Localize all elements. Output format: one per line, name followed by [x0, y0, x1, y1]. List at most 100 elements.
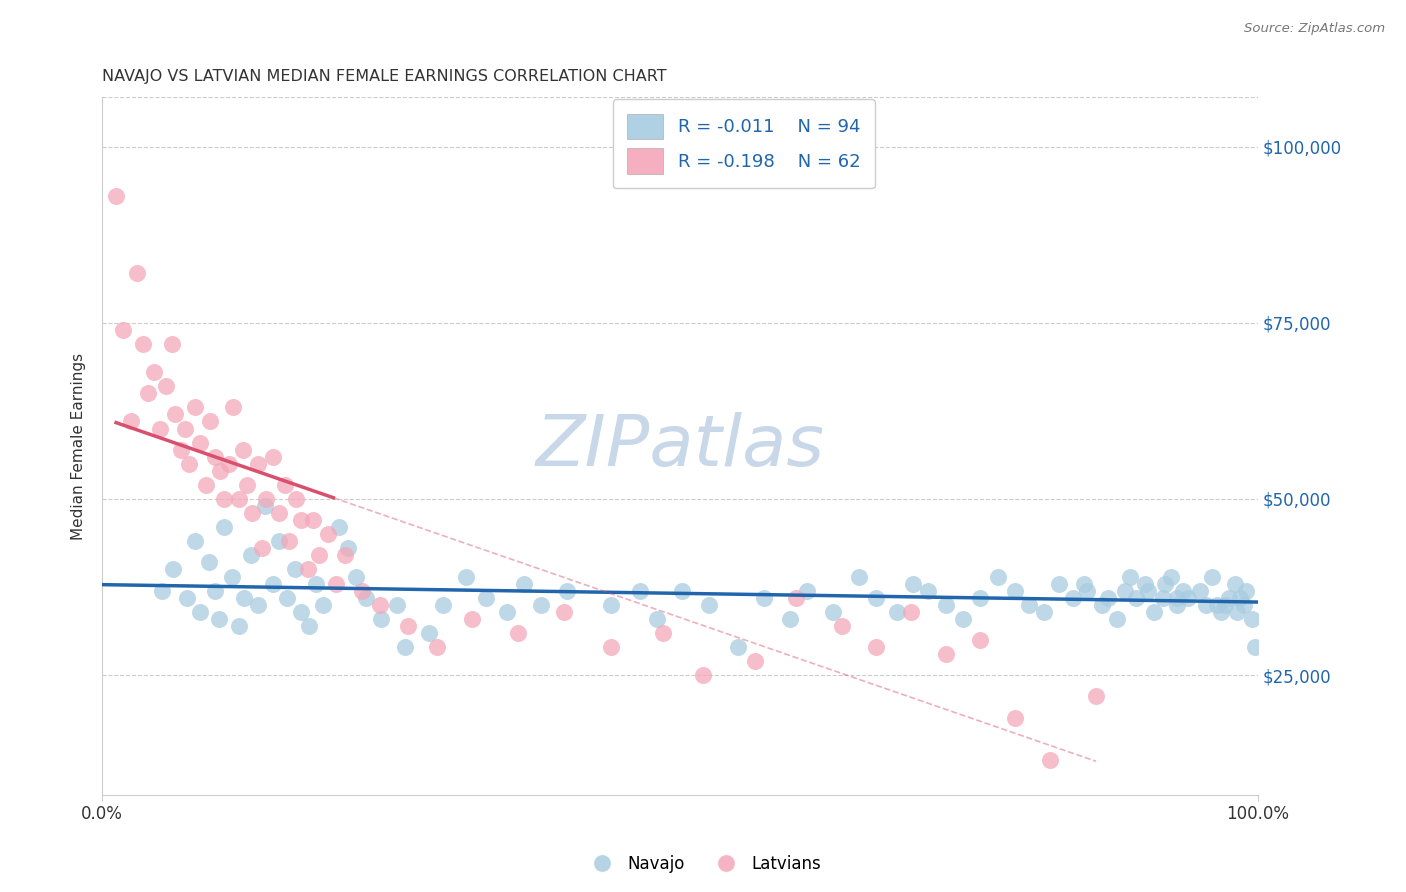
Point [228, 619, 250, 633]
Point [298, 619, 321, 633]
Point [276, 591, 298, 605]
Point [508, 626, 530, 640]
Point [208, 612, 231, 626]
Point [645, 612, 668, 626]
Point [785, 591, 807, 605]
Point [337, 541, 360, 556]
Point [197, 556, 219, 570]
Point [1189, 583, 1212, 598]
Point [754, 591, 776, 605]
Point [1209, 605, 1232, 619]
Point [131, 337, 153, 351]
Point [354, 591, 377, 605]
Point [969, 632, 991, 647]
Point [1018, 598, 1040, 612]
Point [163, 408, 186, 422]
Point [333, 549, 356, 563]
Point [240, 549, 263, 563]
Point [370, 612, 392, 626]
Point [170, 442, 193, 457]
Point [111, 323, 134, 337]
Point [987, 569, 1010, 583]
Point [848, 569, 870, 583]
Point [1166, 591, 1188, 605]
Point [105, 189, 128, 203]
Point [120, 414, 142, 428]
Point [1154, 576, 1177, 591]
Point [312, 598, 335, 612]
Point [553, 605, 575, 619]
Point [228, 491, 250, 506]
Point [218, 457, 240, 471]
Point [297, 562, 319, 576]
Point [1215, 598, 1237, 612]
Point [456, 569, 478, 583]
Point [418, 626, 440, 640]
Point [143, 365, 166, 379]
Point [900, 605, 922, 619]
Point [177, 457, 200, 471]
Point [160, 337, 183, 351]
Point [1004, 710, 1026, 724]
Point [1091, 598, 1114, 612]
Point [1233, 598, 1256, 612]
Point [398, 619, 420, 633]
Point [346, 569, 368, 583]
Point [149, 421, 172, 435]
Point [865, 591, 887, 605]
Point [1062, 591, 1084, 605]
Point [461, 612, 484, 626]
Point [290, 513, 312, 527]
Point [328, 520, 350, 534]
Point [1004, 583, 1026, 598]
Point [475, 591, 498, 605]
Point [209, 464, 232, 478]
Point [1218, 591, 1240, 605]
Point [198, 414, 221, 428]
Point [1171, 583, 1194, 598]
Point [555, 583, 578, 598]
Point [385, 598, 408, 612]
Point [278, 534, 301, 549]
Point [267, 506, 290, 520]
Point [325, 576, 347, 591]
Point [744, 654, 766, 668]
Point [301, 513, 323, 527]
Point [1152, 591, 1174, 605]
Point [204, 583, 226, 598]
Point [779, 612, 801, 626]
Point [1125, 591, 1147, 605]
Point [1177, 591, 1199, 605]
Point [284, 562, 307, 576]
Point [628, 583, 651, 598]
Point [697, 598, 720, 612]
Point [1229, 591, 1251, 605]
Point [232, 442, 254, 457]
Point [250, 541, 273, 556]
Point [174, 421, 197, 435]
Point [671, 583, 693, 598]
Point [316, 527, 339, 541]
Point [162, 562, 184, 576]
Point [821, 605, 844, 619]
Point [1137, 583, 1160, 598]
Point [1133, 576, 1156, 591]
Point [1097, 591, 1119, 605]
Point [599, 598, 621, 612]
Point [796, 583, 818, 598]
Point [204, 450, 226, 464]
Point [308, 549, 330, 563]
Point [150, 583, 173, 598]
Point [290, 605, 312, 619]
Point [432, 598, 454, 612]
Point [969, 591, 991, 605]
Point [599, 640, 621, 654]
Point [530, 598, 553, 612]
Point [1201, 569, 1223, 583]
Legend: Navajo, Latvians: Navajo, Latvians [579, 848, 827, 880]
Point [1226, 605, 1249, 619]
Point [267, 534, 290, 549]
Point [368, 598, 391, 612]
Point [221, 569, 243, 583]
Point [1114, 583, 1136, 598]
